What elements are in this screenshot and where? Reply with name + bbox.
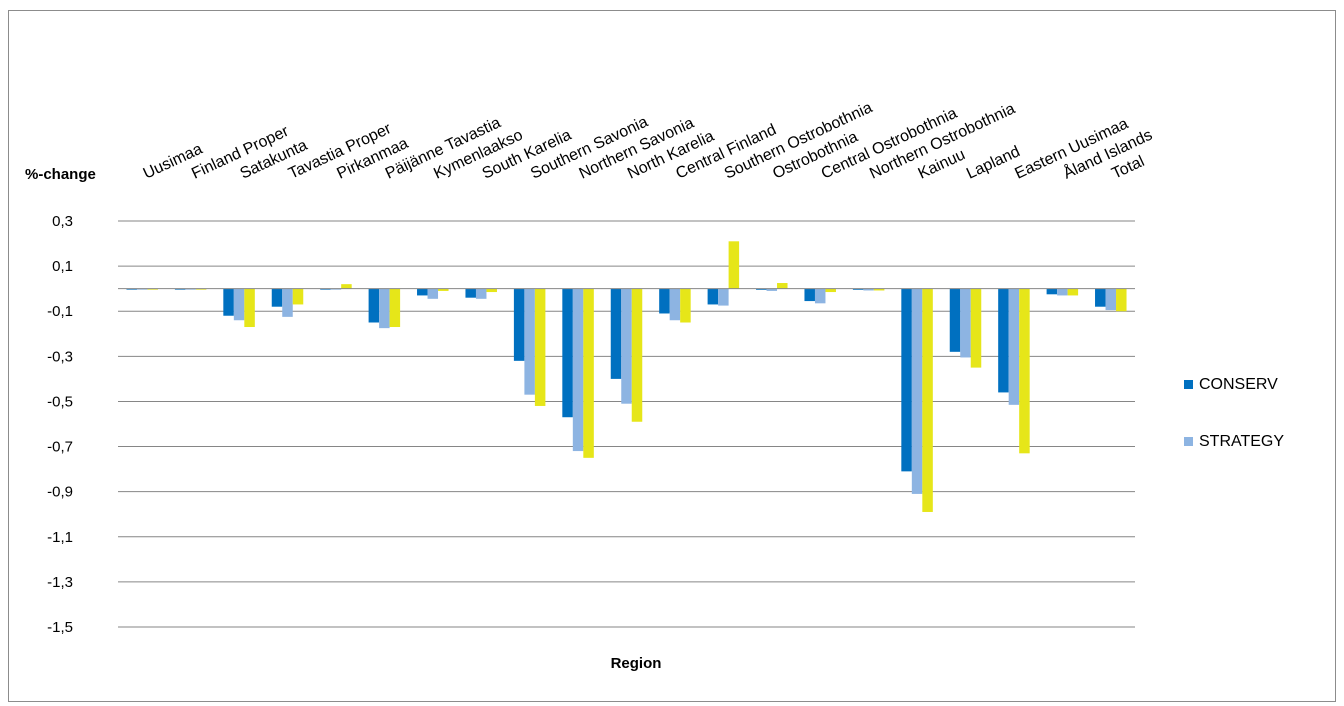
bar-2-3 xyxy=(233,288,245,321)
y-tick-label: -0,1 xyxy=(47,303,73,320)
bar-2-15 xyxy=(814,288,826,304)
bar-3-16 xyxy=(873,288,885,291)
x-axis-title: Region xyxy=(611,655,662,672)
legend-label: CONSERV xyxy=(1199,376,1278,393)
bar-2-6 xyxy=(379,288,390,329)
bar-1-21 xyxy=(1095,288,1106,307)
y-tick-label: -1,3 xyxy=(47,574,73,591)
bar-3-15 xyxy=(825,288,836,293)
bar-2-19 xyxy=(1008,288,1020,405)
bar-2-8 xyxy=(475,288,487,299)
bar-1-10 xyxy=(562,288,573,418)
bar-2-7 xyxy=(427,288,439,299)
bar-1-7 xyxy=(417,288,428,296)
bar-1-12 xyxy=(659,288,670,314)
y-tick-label: -1,5 xyxy=(47,619,73,636)
y-axis-title: %-change xyxy=(25,166,96,183)
bar-1-11 xyxy=(610,288,622,379)
legend: CONSERV STRATEGY xyxy=(1184,376,1284,450)
bar-3-17 xyxy=(922,288,933,512)
bar-3-13 xyxy=(728,241,740,289)
bar-2-18 xyxy=(960,288,971,358)
bar-2-17 xyxy=(911,288,923,494)
y-tick-label: -0,9 xyxy=(47,484,73,501)
bar-3-10 xyxy=(583,288,594,458)
bar-2-9 xyxy=(524,288,535,395)
y-tick-labels: 0,3 0,1 -0,1 -0,3 -0,5 -0,7 -0,9 -1,1 -1,3 -1,5 xyxy=(47,213,73,636)
bar-2-14 xyxy=(766,288,778,291)
bar-3-5 xyxy=(341,284,352,289)
bar-3-6 xyxy=(389,288,401,328)
bar-1-16 xyxy=(852,288,864,290)
bar-1-18 xyxy=(949,288,961,352)
bar-3-4 xyxy=(292,288,304,305)
y-tick-label: -0,7 xyxy=(47,439,73,456)
y-tick-label: -0,5 xyxy=(47,393,73,410)
y-tick-label: 0,3 xyxy=(52,213,73,230)
bar-1-3 xyxy=(223,288,234,316)
bar-3-21 xyxy=(1116,288,1127,312)
bar-2-20 xyxy=(1057,288,1068,296)
chart-frame: 0,3 0,1 -0,1 -0,3 -0,5 -0,7 -0,9 -1,1 -1,3 -1,5 U… xyxy=(8,10,1336,702)
y-tick-label: -0,3 xyxy=(47,348,73,365)
bar-1-17 xyxy=(901,288,912,472)
legend-swatch xyxy=(1184,437,1193,446)
gridlines xyxy=(118,220,1135,628)
bar-3-8 xyxy=(486,288,497,293)
bar-1-20 xyxy=(1046,288,1058,295)
category-label: Lapland xyxy=(964,143,1023,182)
bar-3-19 xyxy=(1019,288,1030,454)
bars xyxy=(126,241,1127,512)
legend-swatch xyxy=(1184,380,1193,389)
bar-3-18 xyxy=(970,288,982,368)
bar-1-9 xyxy=(513,288,525,361)
bar-2-12 xyxy=(669,288,681,321)
bar-1-13 xyxy=(707,288,719,305)
bar-3-7 xyxy=(438,288,449,291)
bar-1-15 xyxy=(804,288,815,302)
bar-3-3 xyxy=(244,288,255,328)
bar-3-20 xyxy=(1067,288,1079,296)
bar-3-11 xyxy=(631,288,643,422)
bar-chart: 0,3 0,1 -0,1 -0,3 -0,5 -0,7 -0,9 -1,1 -1,3 -1,5 U… xyxy=(25,99,1284,672)
bar-2-11 xyxy=(621,288,632,404)
y-tick-label: 0,1 xyxy=(52,258,73,275)
bar-2-13 xyxy=(718,288,729,306)
bar-1-6 xyxy=(368,288,380,323)
bar-1-8 xyxy=(465,288,476,298)
bar-2-4 xyxy=(282,288,293,317)
bar-2-21 xyxy=(1105,288,1117,311)
bar-3-12 xyxy=(680,288,691,323)
bar-2-16 xyxy=(863,288,874,291)
y-tick-label: -1,1 xyxy=(47,529,73,546)
legend-label: STRATEGY xyxy=(1199,433,1284,450)
bar-1-19 xyxy=(998,288,1009,393)
bar-3-14 xyxy=(777,283,788,289)
bar-1-14 xyxy=(756,288,767,290)
bar-1-4 xyxy=(271,288,283,307)
bar-2-10 xyxy=(572,288,584,452)
bar-3-9 xyxy=(534,288,546,406)
